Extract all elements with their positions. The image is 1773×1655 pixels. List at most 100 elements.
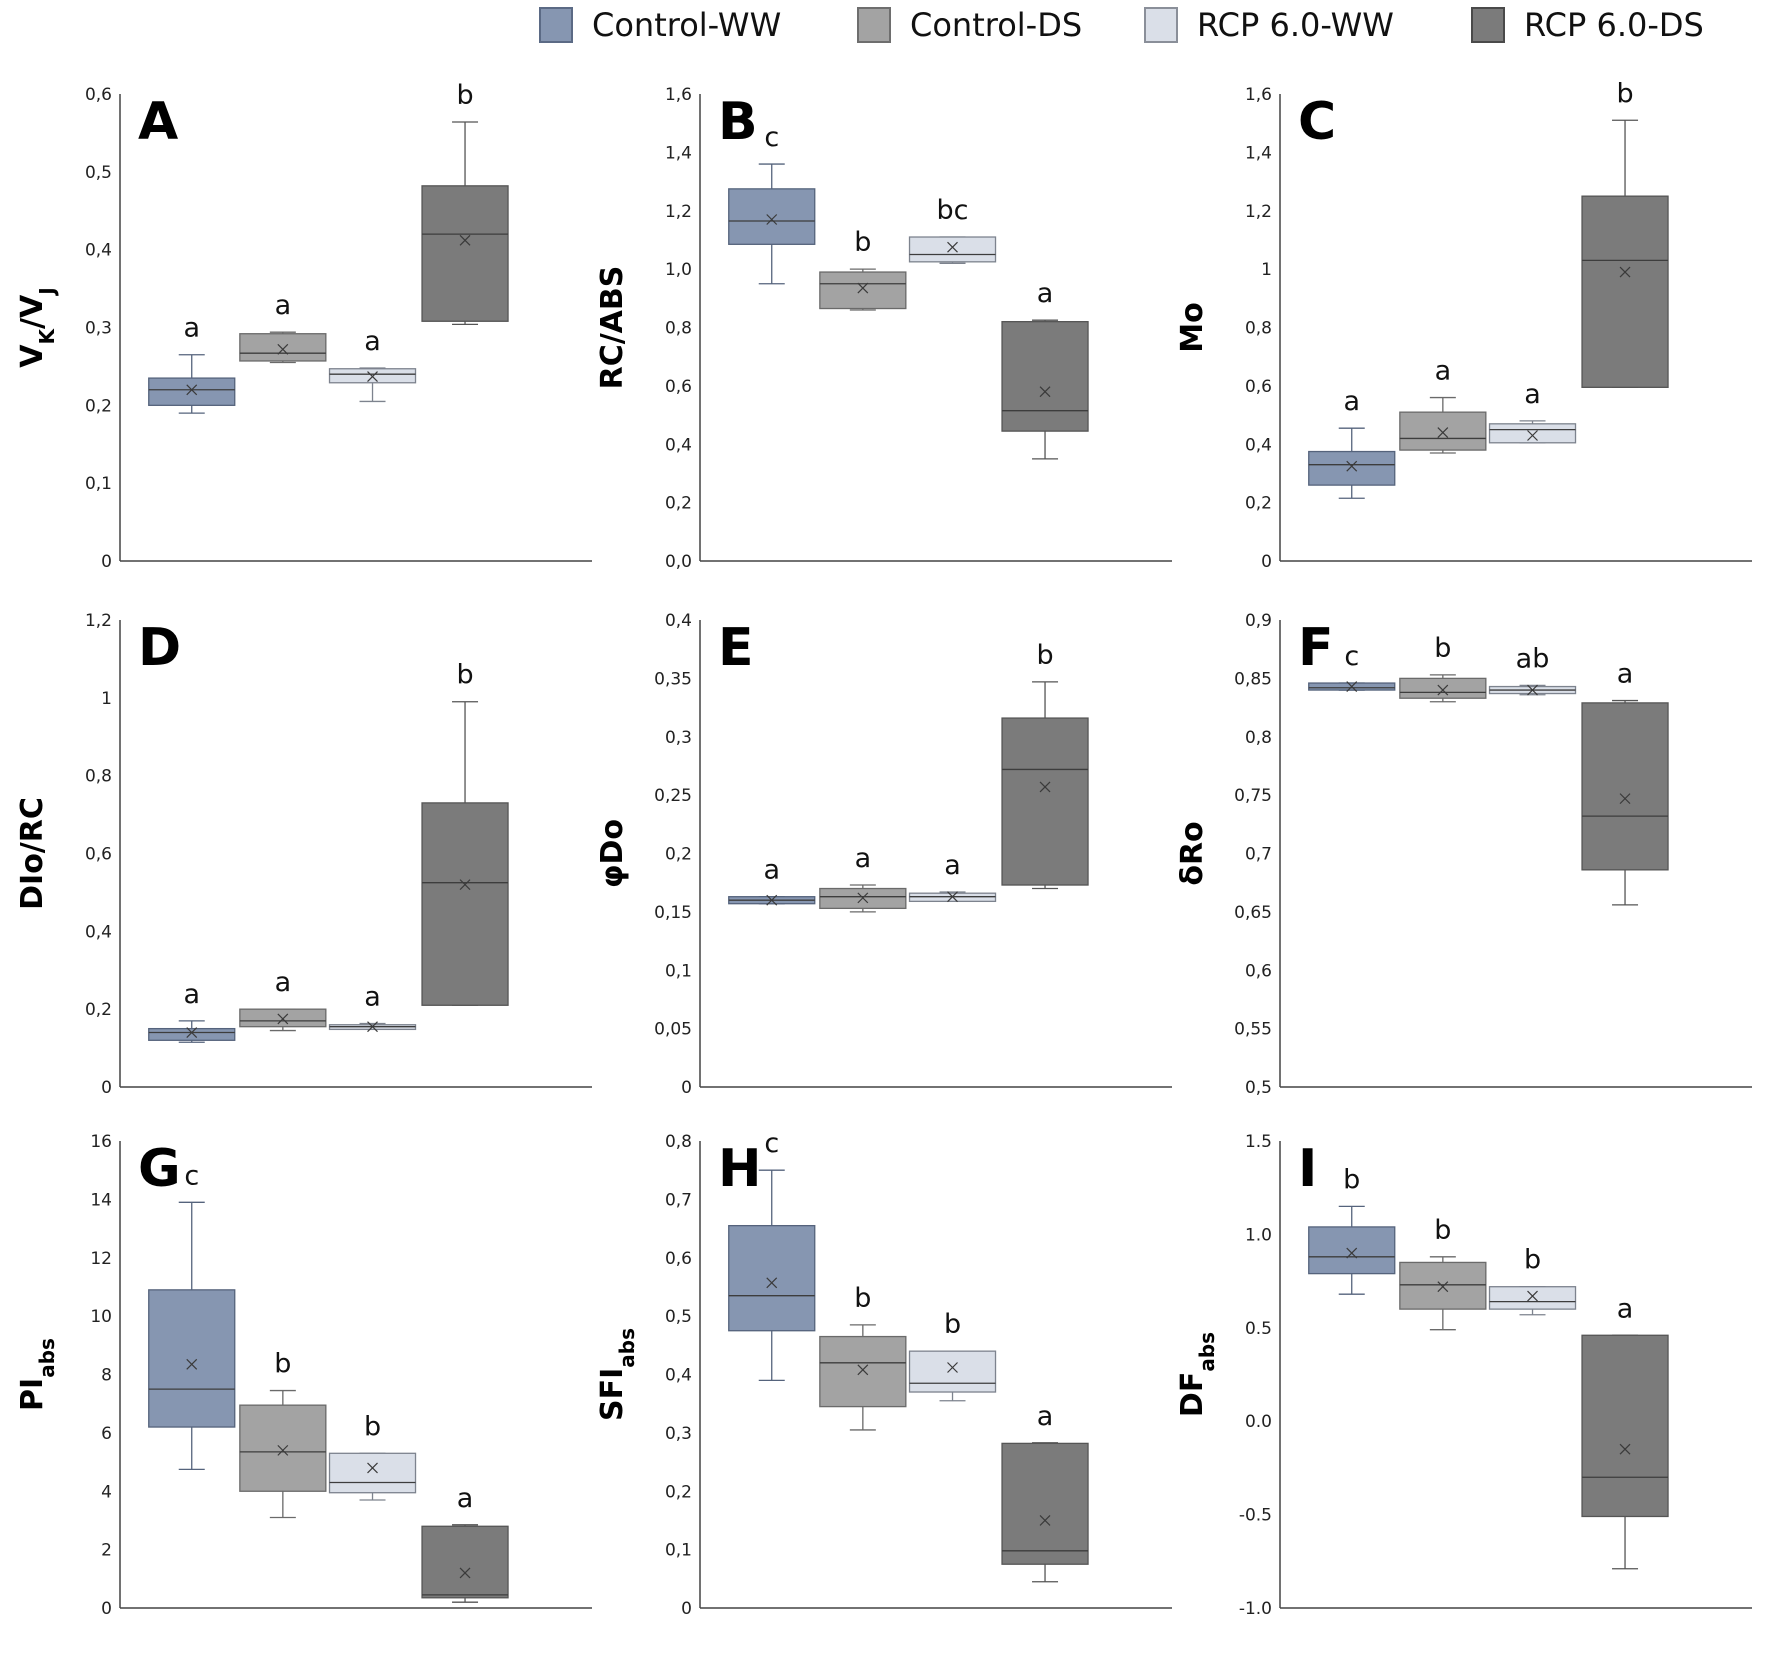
significance-letter: b bbox=[456, 80, 473, 111]
box-iqr bbox=[908, 1350, 997, 1393]
mean-marker bbox=[367, 1021, 378, 1033]
significance-letter: b bbox=[854, 227, 871, 258]
y-tick-label: 0,4 bbox=[85, 241, 112, 261]
panel-b: 0,0 0,2 0,4 0,6 0,8 1,0 1,2 1,4 1,6 B RC/ABS c b bc a bbox=[595, 85, 1172, 572]
y-tick-label: 0 bbox=[681, 1078, 692, 1098]
box-rcp-6-0-ds: a bbox=[1581, 659, 1669, 906]
y-tick-label: 0,2 bbox=[1245, 494, 1272, 514]
y-tick-label: 0,6 bbox=[85, 85, 112, 105]
y-tick-label: 0,8 bbox=[1245, 728, 1272, 748]
box-iqr bbox=[1399, 1261, 1487, 1310]
box-iqr bbox=[239, 1404, 327, 1492]
box-rcp-6-0-ww: ab bbox=[1488, 643, 1577, 696]
y-axis-label: φDo bbox=[595, 819, 630, 888]
mean-marker bbox=[277, 1444, 289, 1456]
significance-letter: b bbox=[456, 660, 473, 691]
y-tick-label: 0.5 bbox=[1245, 1319, 1272, 1339]
significance-letter: a bbox=[1617, 659, 1634, 690]
box-iqr bbox=[148, 1289, 236, 1428]
mean-marker bbox=[1346, 1247, 1358, 1259]
y-tick-label: -1.0 bbox=[1239, 1599, 1272, 1619]
y-axis-label: PIabs bbox=[15, 1338, 59, 1411]
y-tick-label: 0,5 bbox=[85, 163, 112, 183]
mean-marker bbox=[1039, 1515, 1051, 1526]
y-tick-label: 0,5 bbox=[665, 1307, 692, 1327]
box-iqr bbox=[728, 1224, 816, 1332]
significance-letter: b bbox=[1434, 633, 1451, 664]
y-axis-label: VK/VJ bbox=[15, 287, 59, 367]
y-axis-label: SFIabs bbox=[595, 1328, 639, 1421]
box-control-ds: a bbox=[1399, 356, 1487, 454]
legend-item: Control-DS bbox=[857, 6, 1082, 44]
mean-marker bbox=[1437, 1281, 1449, 1293]
y-tick-label: 0 bbox=[101, 552, 112, 572]
box-rcp-6-0-ww: b bbox=[1488, 1245, 1577, 1316]
y-tick-label: 1,2 bbox=[85, 611, 112, 631]
box-iqr bbox=[819, 1335, 907, 1408]
y-tick-label: 14 bbox=[90, 1190, 112, 1210]
mean-marker bbox=[766, 1277, 778, 1289]
y-tick-label: 0,8 bbox=[1245, 319, 1272, 339]
y-tick-label: 16 bbox=[90, 1132, 112, 1152]
mean-marker bbox=[1527, 430, 1538, 441]
y-tick-label: 0,2 bbox=[665, 1482, 692, 1502]
mean-marker bbox=[1437, 684, 1449, 696]
panel-d: 0 0,2 0,4 0,6 0,8 1 1,2 D DIo/RC a a a b bbox=[15, 611, 592, 1098]
mean-marker bbox=[1619, 1443, 1631, 1455]
panel-c: 0 0,2 0,4 0,6 0,8 1 1,2 1,4 1,6 C Mo a a a b bbox=[1175, 78, 1752, 572]
y-tick-label: 0,2 bbox=[665, 845, 692, 865]
significance-letter: a bbox=[944, 850, 961, 881]
y-tick-label: 12 bbox=[90, 1249, 112, 1269]
y-tick-label: 6 bbox=[101, 1424, 112, 1444]
mean-marker bbox=[1527, 1290, 1538, 1302]
significance-letter: a bbox=[1524, 379, 1541, 410]
y-tick-label: 0,5 bbox=[1245, 1078, 1272, 1098]
y-tick-label: 0,0 bbox=[665, 552, 692, 572]
legend-item: RCP 6.0-DS bbox=[1471, 6, 1704, 44]
mean-marker bbox=[1527, 684, 1538, 696]
legend-swatch bbox=[539, 7, 573, 43]
significance-letter: bc bbox=[937, 195, 969, 226]
mean-marker bbox=[857, 892, 869, 904]
box-rcp-6-0-ww: a bbox=[908, 850, 997, 903]
significance-letter: a bbox=[183, 313, 200, 344]
mean-marker bbox=[1619, 266, 1631, 278]
y-tick-label: 0,3 bbox=[665, 728, 692, 748]
y-tick-label: 0,4 bbox=[1245, 435, 1272, 455]
box-control-ww: a bbox=[148, 313, 236, 414]
legend-swatch bbox=[857, 7, 891, 43]
y-tick-label: 0,2 bbox=[85, 1000, 112, 1020]
y-tick-label: 0,05 bbox=[654, 1020, 692, 1040]
panel-a: 0 0,1 0,2 0,3 0,4 0,5 0,6 A VK/VJ a a a b bbox=[15, 80, 592, 572]
significance-letter: a bbox=[364, 982, 381, 1013]
box-iqr bbox=[148, 377, 236, 406]
significance-letter: ab bbox=[1516, 643, 1550, 674]
legend-label: RCP 6.0-DS bbox=[1524, 6, 1704, 44]
mean-marker bbox=[947, 891, 958, 903]
box-control-ds: b bbox=[1399, 1215, 1487, 1331]
significance-letter: b bbox=[1616, 78, 1633, 109]
y-tick-label: 1,4 bbox=[665, 143, 692, 163]
y-tick-label: 0,3 bbox=[85, 319, 112, 339]
significance-letter: b bbox=[1036, 640, 1053, 671]
box-iqr bbox=[728, 188, 816, 245]
legend-item: Control-WW bbox=[539, 6, 781, 44]
mean-marker bbox=[947, 1362, 958, 1373]
box-control-ds: b bbox=[819, 227, 907, 311]
y-tick-label: 0,65 bbox=[1234, 903, 1272, 923]
panel-letter: C bbox=[1298, 92, 1336, 152]
panel-letter: B bbox=[718, 92, 758, 152]
mean-marker bbox=[367, 371, 378, 382]
y-tick-label: 0,75 bbox=[1234, 786, 1272, 806]
y-tick-label: 1,6 bbox=[665, 85, 692, 105]
mean-marker bbox=[459, 879, 471, 891]
mean-marker bbox=[947, 241, 958, 253]
y-tick-label: 0,1 bbox=[665, 961, 692, 981]
box-iqr bbox=[819, 271, 907, 310]
significance-letter: c bbox=[1344, 641, 1359, 672]
y-tick-label: 10 bbox=[90, 1307, 112, 1327]
y-tick-label: 0,3 bbox=[665, 1424, 692, 1444]
box-rcp-6-0-ww: b bbox=[328, 1411, 417, 1501]
